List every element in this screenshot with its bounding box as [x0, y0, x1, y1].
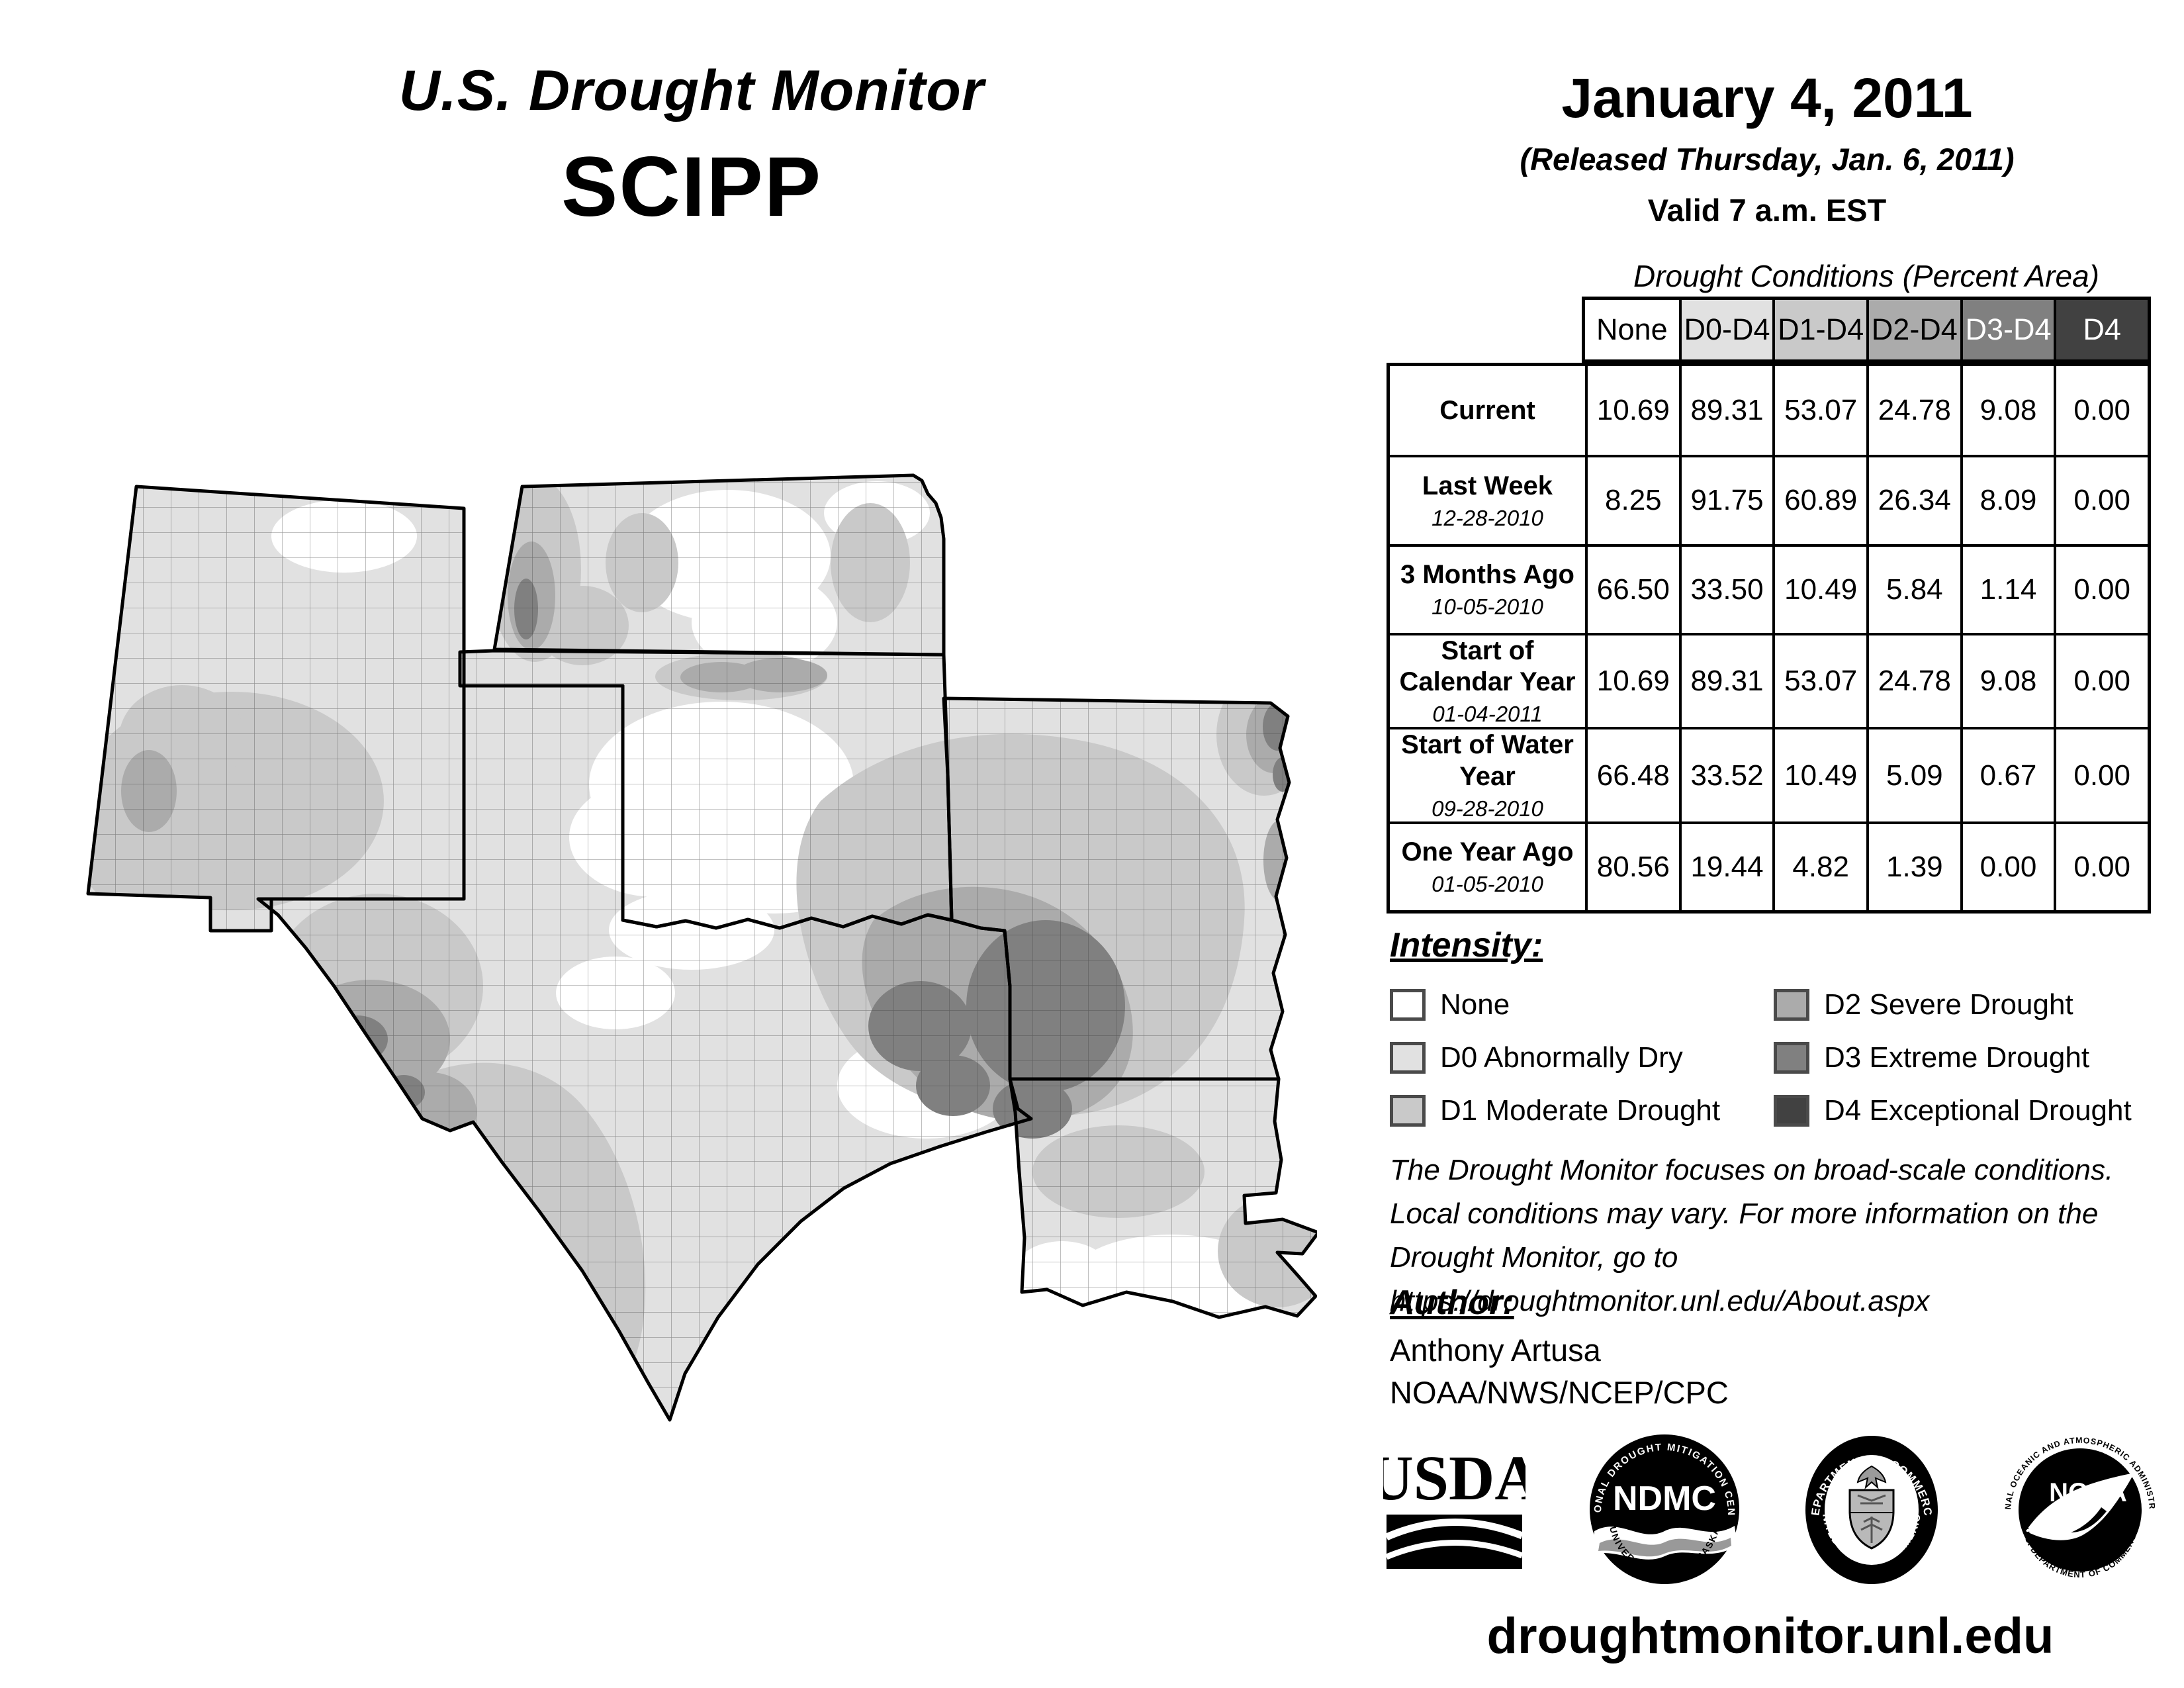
value-cell: 0.67 [1960, 727, 2054, 821]
title-block: U.S. Drought Monitor SCIPP [265, 58, 1118, 236]
value-cell: 53.07 [1772, 632, 1866, 727]
d3-swatch [1774, 1042, 1809, 1074]
ndmc-logo-text: NDMC [1613, 1479, 1716, 1518]
column-header: None [1585, 300, 1679, 359]
website-url: droughtmonitor.unl.edu [1486, 1608, 2054, 1664]
row-label-cell: One Year Ago 01-05-2010 [1390, 821, 1585, 910]
table-header-row: None D0-D4 D1-D4 D2-D4 D3-D4 D4 [1582, 297, 2151, 363]
agency-logos: USDA NDMC NATIONAL DROUGHT MITIGATION CE… [1367, 1422, 2158, 1592]
value-cell: 33.52 [1678, 727, 1773, 821]
state-louisiana [1008, 1077, 1320, 1319]
ndmc-logo: NDMC NATIONAL DROUGHT MITIGATION CENTER … [1582, 1423, 1742, 1591]
value-cell: 9.08 [1960, 632, 2054, 727]
legend-item: D0 Abnormally Dry [1390, 1031, 1774, 1084]
value-cell: 10.69 [1585, 366, 1679, 455]
d4-swatch [1774, 1095, 1809, 1127]
value-cell: 0.00 [1960, 821, 2054, 910]
drought-map [60, 457, 1320, 1529]
value-cell: 60.89 [1772, 455, 1866, 544]
usda-logo: USDA [1367, 1436, 1541, 1585]
noaa-bird-icon [2025, 1472, 2134, 1540]
usda-logo-text: USDA [1383, 1442, 1525, 1513]
value-cell: 10.49 [1772, 727, 1866, 821]
value-cell: 24.78 [1866, 632, 1960, 727]
date-block: January 4, 2011 (Released Thursday, Jan.… [1416, 66, 2118, 228]
value-cell: 1.14 [1960, 543, 2054, 633]
drought-conditions-table: Current 10.69 89.31 53.07 24.78 9.08 0.0… [1387, 363, 2151, 914]
value-cell: 1.39 [1866, 821, 1960, 910]
row-label-cell: Last Week 12-28-2010 [1390, 455, 1585, 544]
eagle-and-shield-icon [1848, 1465, 1895, 1550]
value-cell: 91.75 [1678, 455, 1773, 544]
value-cell: 5.84 [1866, 543, 1960, 633]
column-header: D0-D4 [1678, 300, 1773, 359]
value-cell: 5.09 [1866, 727, 1960, 821]
row-label-cell: Current [1390, 366, 1585, 455]
value-cell: 24.78 [1866, 366, 1960, 455]
commerce-seal: DEPARTMENT OF COMMERCE UNITED STATES OF … [1798, 1422, 1941, 1591]
intensity-legend: None D0 Abnormally Dry D1 Moderate Droug… [1390, 978, 2158, 1137]
legend-item: D2 Severe Drought [1774, 978, 2158, 1031]
value-cell: 80.56 [1585, 821, 1679, 910]
state-texas [256, 684, 1033, 1422]
drought-map-svg [86, 473, 1320, 1422]
state-arkansas [942, 696, 1291, 1081]
legend-item: D4 Exceptional Drought [1774, 1084, 2158, 1137]
d1-swatch [1390, 1095, 1426, 1127]
value-cell: 10.69 [1585, 632, 1679, 727]
noaa-logo-text: NOAA [2049, 1478, 2127, 1507]
author-heading: Author: [1390, 1284, 1514, 1322]
value-cell: 0.00 [2054, 366, 2148, 455]
page-title: U.S. Drought Monitor [398, 59, 985, 122]
value-cell: 66.50 [1585, 543, 1679, 633]
column-header: D1-D4 [1772, 300, 1866, 359]
region-title: SCIPP [561, 140, 823, 234]
value-cell: 0.00 [2054, 821, 2148, 910]
value-cell: 0.00 [2054, 455, 2148, 544]
disclaimer-note: The Drought Monitor focuses on broad-sca… [1390, 1154, 2114, 1317]
value-cell: 8.09 [1960, 455, 2054, 544]
author-name: Anthony Artusa [1390, 1333, 1601, 1368]
none-swatch [1390, 989, 1426, 1021]
value-cell: 66.48 [1585, 727, 1679, 821]
value-cell: 89.31 [1678, 632, 1773, 727]
value-cell: 0.00 [2054, 543, 2148, 633]
value-cell: 89.31 [1678, 366, 1773, 455]
value-cell: 26.34 [1866, 455, 1960, 544]
value-cell: 0.00 [2054, 727, 2148, 821]
intensity-heading: Intensity: [1390, 926, 1543, 964]
value-cell: 9.08 [1960, 366, 2054, 455]
legend-item: D1 Moderate Drought [1390, 1084, 1774, 1137]
column-header: D3-D4 [1960, 300, 2054, 359]
table-caption: Drought Conditions (Percent Area) [1633, 259, 2099, 293]
value-cell: 8.25 [1585, 455, 1679, 544]
value-cell: 0.00 [2054, 632, 2148, 727]
value-cell: 19.44 [1678, 821, 1773, 910]
noaa-logo: NOAA NATIONAL OCEANIC AND ATMOSPHERIC AD… [1999, 1425, 2158, 1591]
state-new-mexico [86, 485, 466, 933]
d0-swatch [1390, 1042, 1426, 1074]
value-cell: 53.07 [1772, 366, 1866, 455]
row-label-cell: 3 Months Ago 10-05-2010 [1390, 543, 1585, 633]
column-header: D4 [2054, 300, 2148, 359]
value-cell: 4.82 [1772, 821, 1866, 910]
row-label-cell: Start of Calendar Year 01-04-2011 [1390, 632, 1585, 727]
value-cell: 10.49 [1772, 543, 1866, 633]
valid-time: Valid 7 a.m. EST [1647, 193, 1887, 228]
map-date: January 4, 2011 [1561, 67, 1973, 129]
author-organization: NOAA/NWS/NCEP/CPC [1390, 1375, 1729, 1410]
legend-item: None [1390, 978, 1774, 1031]
column-header: D2-D4 [1866, 300, 1960, 359]
value-cell: 33.50 [1678, 543, 1773, 633]
state-borders [86, 473, 1320, 1422]
d2-swatch [1774, 989, 1809, 1021]
legend-item: D3 Extreme Drought [1774, 1031, 2158, 1084]
row-label-cell: Start of Water Year 09-28-2010 [1390, 727, 1585, 821]
release-date: (Released Thursday, Jan. 6, 2011) [1520, 142, 2015, 177]
